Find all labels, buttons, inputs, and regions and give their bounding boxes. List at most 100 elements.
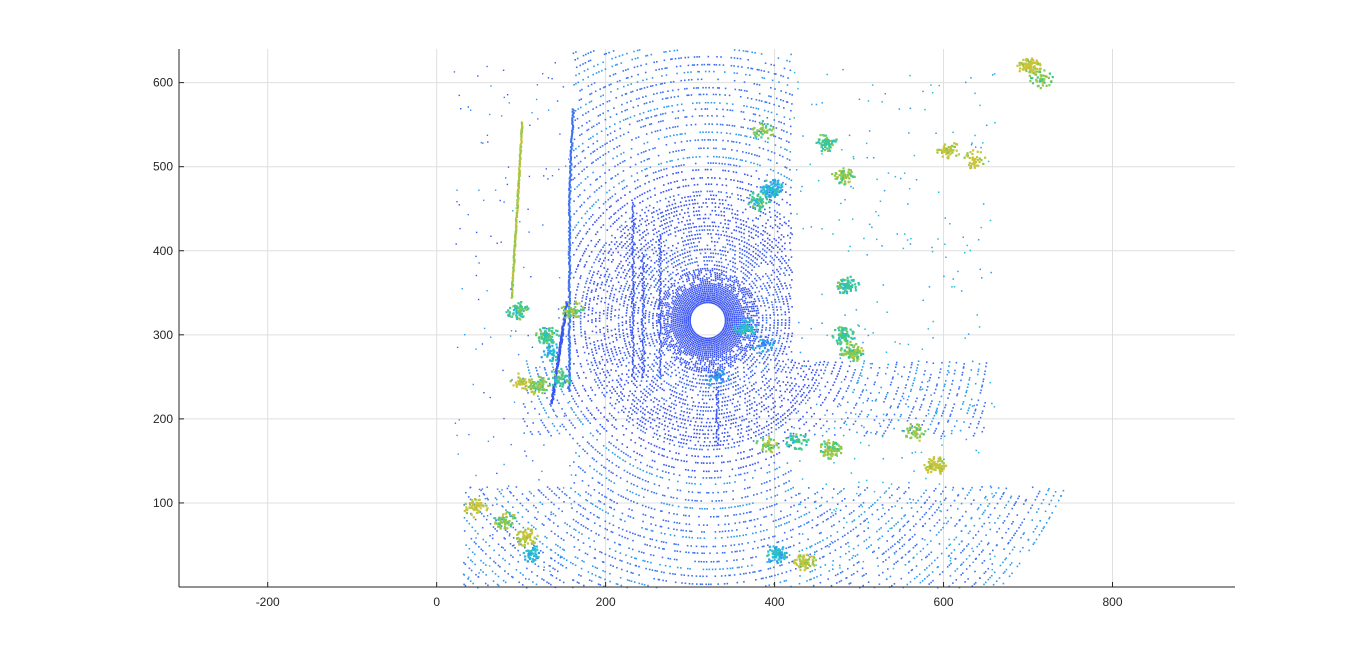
lidar-point — [724, 335, 726, 338]
lidar-point — [544, 368, 546, 371]
lidar-point — [743, 451, 745, 453]
lidar-point — [622, 332, 625, 334]
lidar-point — [718, 409, 720, 412]
lidar-point — [679, 229, 682, 231]
lidar-point — [640, 278, 643, 280]
lidar-point — [553, 393, 556, 396]
lidar-point — [727, 204, 730, 206]
lidar-point — [680, 313, 683, 315]
lidar-point — [698, 214, 701, 216]
lidar-point — [674, 322, 677, 325]
lidar-point — [733, 414, 736, 416]
lidar-point — [647, 370, 649, 372]
lidar-point — [703, 221, 705, 224]
lidar-point — [689, 351, 691, 354]
lidar-point — [713, 354, 716, 356]
lidar-point — [573, 334, 576, 337]
lidar-point — [718, 297, 721, 299]
lidar-point — [580, 275, 582, 277]
lidar-point — [671, 326, 673, 328]
lidar-point — [646, 228, 648, 231]
lidar-point — [770, 447, 772, 449]
lidar-point — [666, 174, 668, 177]
lidar-point — [614, 165, 616, 168]
lidar-point — [724, 246, 727, 249]
lidar-point — [675, 297, 678, 299]
lidar-point — [667, 225, 670, 228]
lidar-point — [668, 151, 671, 154]
lidar-point — [651, 269, 654, 272]
lidar-point — [716, 337, 719, 339]
lidar-point — [631, 215, 634, 218]
lidar-point — [786, 337, 789, 340]
lidar-point — [739, 307, 741, 309]
lidar-point — [698, 272, 700, 274]
lidar-point — [632, 474, 634, 476]
lidar-point — [630, 236, 633, 239]
lidar-point — [684, 419, 686, 421]
lidar-point — [694, 339, 696, 341]
lidar-point — [744, 334, 746, 337]
lidar-point — [580, 331, 582, 334]
lidar-point — [651, 459, 654, 462]
lidar-point — [645, 419, 647, 421]
lidar-point — [629, 324, 631, 326]
lidar-point — [681, 343, 684, 346]
lidar-point — [714, 440, 716, 443]
lidar-point — [712, 139, 715, 141]
lidar-point — [660, 191, 662, 194]
lidar-point — [675, 214, 678, 217]
lidar-point — [746, 174, 749, 176]
lidar-point — [641, 193, 643, 196]
lidar-point — [790, 377, 792, 379]
lidar-point — [626, 225, 628, 227]
lidar-point — [629, 318, 631, 321]
lidar-point — [692, 292, 695, 294]
lidar-point — [596, 303, 598, 305]
lidar-point — [727, 460, 729, 463]
lidar-point — [698, 433, 701, 435]
lidar-point — [610, 318, 612, 321]
lidar-point — [676, 226, 678, 229]
lidar-point — [684, 323, 686, 325]
lidar-point — [774, 359, 776, 362]
lidar-point — [734, 337, 737, 339]
lidar-point — [756, 321, 758, 324]
lidar-point — [628, 296, 631, 298]
lidar-point — [713, 477, 716, 479]
lidar-point — [826, 420, 828, 423]
lidar-point — [682, 228, 685, 231]
lidar-point — [765, 407, 768, 409]
lidar-point — [691, 469, 694, 472]
lidar-point — [662, 352, 664, 354]
lidar-point — [735, 345, 738, 347]
lidar-point — [607, 268, 609, 270]
lidar-point — [735, 141, 738, 143]
lidar-point — [733, 359, 736, 361]
lidar-point — [776, 329, 779, 332]
lidar-point — [628, 411, 630, 413]
lidar-point — [656, 298, 658, 301]
lidar-point — [656, 312, 658, 315]
lidar-point — [731, 323, 734, 325]
lidar-point — [688, 297, 690, 300]
lidar-point — [779, 347, 782, 350]
lidar-point — [681, 249, 683, 251]
lidar-point — [782, 414, 784, 416]
lidar-point — [622, 271, 625, 274]
lidar-point — [712, 298, 714, 301]
lidar-point — [789, 384, 791, 387]
lidar-point — [700, 281, 702, 284]
lidar-point — [792, 432, 795, 435]
lidar-point — [857, 379, 859, 382]
lidar-point — [698, 349, 700, 352]
lidar-point — [579, 258, 582, 261]
lidar-point — [722, 310, 724, 313]
lidar-point — [839, 387, 842, 390]
lidar-point — [603, 335, 606, 337]
lidar-point — [700, 283, 702, 285]
lidar-point — [744, 360, 746, 363]
lidar-point — [751, 448, 753, 450]
lidar-point — [807, 399, 809, 402]
lidar-point — [689, 323, 692, 326]
